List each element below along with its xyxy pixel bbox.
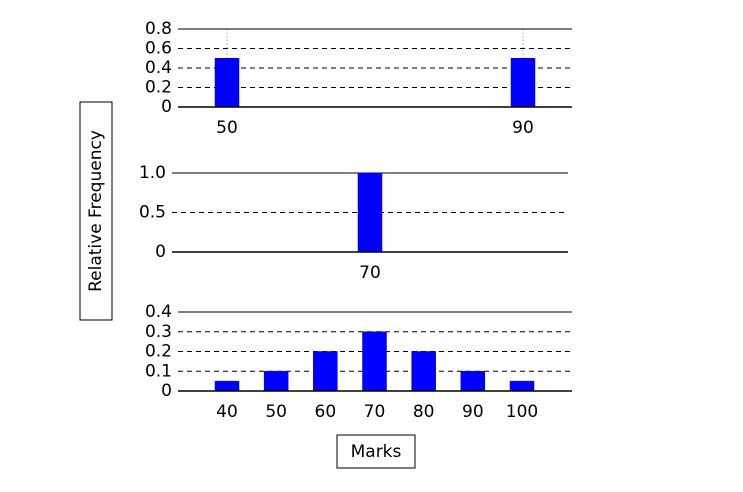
y-tick-label: 0 bbox=[155, 242, 166, 262]
bar bbox=[510, 58, 536, 108]
y-tick-label: 0.4 bbox=[145, 302, 172, 322]
bar bbox=[214, 380, 240, 392]
x-tick-label: 60 bbox=[315, 402, 337, 422]
bar bbox=[214, 58, 240, 108]
y-tick-label: 0 bbox=[161, 97, 172, 117]
bar bbox=[313, 351, 338, 392]
x-tick-label: 80 bbox=[413, 402, 435, 422]
x-tick-label: 90 bbox=[512, 118, 534, 138]
y-tick-label: 1.0 bbox=[139, 163, 166, 183]
xlabel-text: Marks bbox=[351, 442, 402, 462]
x-tick-label: 40 bbox=[216, 402, 238, 422]
bar bbox=[509, 380, 535, 392]
y-tick-label: 0.2 bbox=[145, 78, 172, 98]
x-tick-label: 70 bbox=[364, 402, 386, 422]
xlabel-group: Marks bbox=[336, 434, 416, 469]
panel-2: 0 0.5 1.0 70 bbox=[139, 163, 568, 283]
x-tick-label: 70 bbox=[359, 263, 381, 283]
ylabel-text: Relative Frequency bbox=[86, 130, 106, 292]
bar bbox=[263, 371, 289, 392]
panel-3: 00.10.20.30.4 40 50 60 70 80 90 100 bbox=[145, 302, 572, 422]
y-tick-label: 0.6 bbox=[145, 39, 172, 59]
y-tick-label: 0.2 bbox=[145, 342, 172, 362]
xlabel-box bbox=[336, 434, 416, 469]
bar bbox=[460, 371, 486, 392]
x-tick-label: 100 bbox=[506, 402, 538, 422]
ylabel-box bbox=[79, 101, 113, 321]
y-tick-label: 0 bbox=[161, 381, 172, 401]
y-tick-label: 0.4 bbox=[145, 58, 172, 78]
x-tick-label: 50 bbox=[265, 402, 287, 422]
bar bbox=[357, 172, 383, 253]
x-tick-label: 90 bbox=[462, 402, 484, 422]
panel-1: 00.20.40.60.8 50 90 bbox=[145, 19, 572, 138]
y-tick-label: 0.1 bbox=[145, 361, 172, 381]
x-tick-label: 50 bbox=[216, 118, 238, 138]
bar bbox=[411, 351, 436, 392]
ylabel-group: Relative Frequency bbox=[79, 101, 113, 321]
bar bbox=[362, 331, 387, 392]
y-tick-label: 0.3 bbox=[145, 322, 172, 342]
y-tick-label: 0.5 bbox=[139, 203, 166, 223]
y-tick-label: 0.8 bbox=[145, 19, 172, 39]
